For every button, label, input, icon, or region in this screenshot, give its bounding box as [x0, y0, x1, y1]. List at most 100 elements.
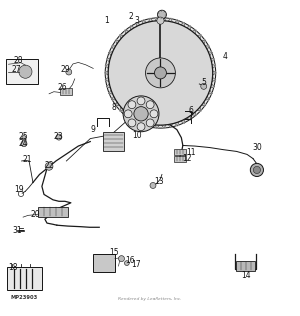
Polygon shape — [105, 64, 109, 69]
Polygon shape — [142, 122, 146, 126]
Polygon shape — [181, 22, 184, 27]
Circle shape — [19, 65, 32, 78]
Text: 15: 15 — [109, 247, 118, 257]
Polygon shape — [202, 40, 206, 44]
Polygon shape — [120, 107, 124, 111]
Polygon shape — [197, 107, 201, 111]
Circle shape — [150, 110, 158, 118]
Circle shape — [123, 96, 159, 132]
Polygon shape — [109, 90, 113, 94]
Bar — [103, 131, 124, 151]
Circle shape — [154, 67, 166, 79]
Circle shape — [128, 119, 136, 127]
Polygon shape — [187, 26, 190, 30]
Polygon shape — [192, 30, 196, 34]
Text: 26: 26 — [57, 83, 67, 92]
Circle shape — [146, 101, 154, 109]
Circle shape — [146, 119, 154, 127]
Polygon shape — [109, 52, 113, 56]
Circle shape — [108, 21, 213, 125]
Polygon shape — [112, 96, 116, 100]
Circle shape — [118, 256, 124, 262]
Polygon shape — [212, 77, 216, 82]
Text: 29: 29 — [60, 64, 70, 74]
Polygon shape — [181, 119, 184, 124]
Text: 13: 13 — [154, 177, 164, 186]
Polygon shape — [208, 52, 212, 56]
Polygon shape — [115, 40, 119, 44]
Polygon shape — [112, 46, 116, 50]
Polygon shape — [192, 112, 196, 116]
Text: 24: 24 — [18, 139, 28, 148]
Text: 17: 17 — [131, 260, 140, 270]
Polygon shape — [125, 30, 129, 34]
Polygon shape — [168, 124, 172, 128]
Bar — [6, 59, 38, 84]
Polygon shape — [197, 35, 201, 39]
Polygon shape — [211, 84, 214, 88]
Text: MP23903: MP23903 — [11, 295, 38, 301]
Circle shape — [105, 18, 216, 128]
Circle shape — [157, 17, 164, 24]
Text: 1: 1 — [104, 16, 109, 25]
Circle shape — [45, 162, 53, 170]
Polygon shape — [106, 84, 110, 88]
Polygon shape — [205, 46, 209, 50]
Text: 27: 27 — [11, 64, 21, 74]
Polygon shape — [125, 112, 129, 116]
Polygon shape — [213, 71, 216, 75]
Text: 6: 6 — [189, 106, 194, 115]
Circle shape — [158, 10, 166, 19]
Polygon shape — [136, 119, 140, 124]
Circle shape — [137, 97, 145, 105]
Text: 19: 19 — [14, 185, 24, 194]
Polygon shape — [205, 96, 209, 100]
Text: 21: 21 — [22, 155, 32, 164]
Circle shape — [253, 166, 260, 173]
Polygon shape — [130, 116, 134, 120]
Bar — [38, 207, 68, 217]
Polygon shape — [105, 77, 109, 82]
Polygon shape — [202, 102, 206, 106]
Polygon shape — [162, 125, 166, 129]
Polygon shape — [130, 26, 134, 30]
Circle shape — [201, 83, 207, 89]
Circle shape — [128, 101, 136, 109]
Polygon shape — [211, 58, 214, 62]
Polygon shape — [115, 102, 119, 106]
Text: 31: 31 — [12, 226, 22, 235]
Circle shape — [66, 69, 72, 75]
Bar — [174, 155, 186, 161]
Text: 14: 14 — [241, 270, 250, 280]
Text: 28: 28 — [14, 56, 23, 64]
Text: 11: 11 — [187, 148, 196, 157]
Bar — [236, 261, 255, 270]
Text: 25: 25 — [18, 132, 28, 141]
Polygon shape — [155, 125, 159, 129]
Polygon shape — [175, 122, 178, 126]
Polygon shape — [120, 35, 124, 39]
Circle shape — [150, 182, 156, 188]
Text: 8: 8 — [111, 103, 116, 112]
Polygon shape — [162, 17, 166, 21]
Bar — [7, 267, 42, 290]
Circle shape — [146, 58, 176, 88]
Circle shape — [22, 136, 26, 140]
Circle shape — [56, 134, 62, 140]
Text: 30: 30 — [252, 143, 262, 152]
Bar — [92, 254, 115, 272]
Polygon shape — [168, 18, 172, 22]
Circle shape — [137, 123, 145, 131]
Bar — [60, 88, 72, 95]
Polygon shape — [212, 64, 216, 69]
Text: 20: 20 — [30, 210, 40, 219]
Circle shape — [21, 141, 27, 147]
Polygon shape — [142, 20, 146, 24]
Polygon shape — [105, 71, 108, 75]
Bar — [174, 149, 186, 155]
Text: 16: 16 — [125, 256, 134, 264]
Polygon shape — [175, 20, 178, 24]
Text: 2: 2 — [128, 12, 133, 21]
Text: 22: 22 — [44, 161, 54, 170]
Polygon shape — [208, 90, 212, 94]
